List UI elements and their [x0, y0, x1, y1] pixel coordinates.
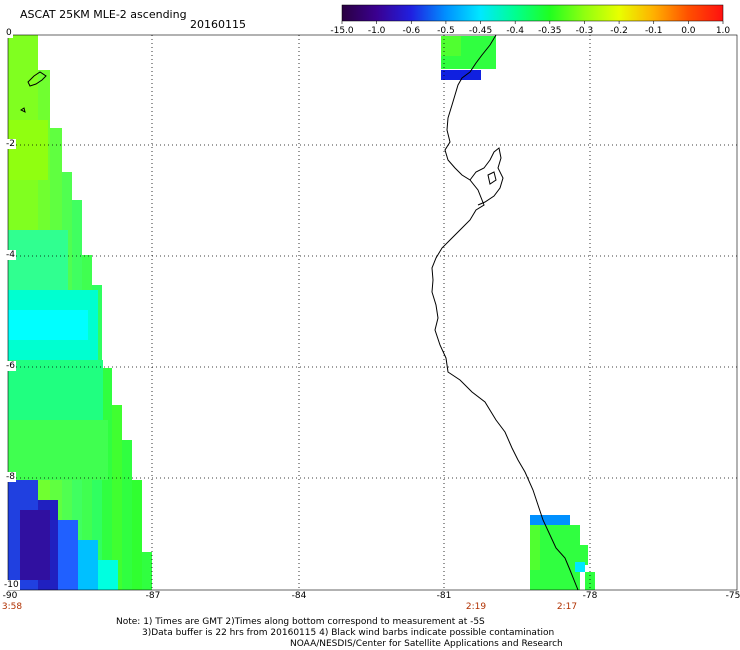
galapagos-island — [27, 71, 47, 87]
lat-label: -4 — [5, 250, 16, 260]
pass-time: 2:19 — [465, 602, 487, 612]
map-frame — [7, 34, 738, 591]
map-date: 20160115 — [190, 18, 246, 31]
colorbar-gradient — [341, 4, 724, 22]
lat-label: -10 — [3, 580, 20, 590]
colorbar-label: 0.0 — [681, 26, 696, 36]
lon-label: -75 — [725, 591, 740, 601]
lon-label: -78 — [582, 591, 598, 601]
coastline — [431, 34, 579, 591]
colorbar-label: -0.1 — [644, 26, 663, 36]
colorbar-label: -15.0 — [330, 26, 354, 36]
lon-label: -87 — [145, 591, 161, 601]
grid — [8, 35, 737, 590]
colorbar-label: -0.35 — [538, 26, 562, 36]
colorbar-label: -0.3 — [575, 26, 594, 36]
note-line-2: 3)Data buffer is 22 hrs from 20160115 4)… — [142, 628, 555, 638]
lon-label: -81 — [436, 591, 452, 601]
colorbar — [341, 4, 724, 24]
lat-label: 0 — [5, 28, 13, 38]
swath-east-top — [441, 36, 496, 80]
colorbar-label: -1.0 — [367, 26, 386, 36]
colorbar-label: 1.0 — [715, 26, 731, 36]
colorbar-label: -0.4 — [506, 26, 524, 36]
lon-label: -90 — [2, 591, 18, 601]
note-line-1: Note: 1) Times are GMT 2)Times along bot… — [116, 617, 485, 627]
colorbar-label: -0.5 — [437, 26, 455, 36]
lon-label: -84 — [291, 591, 307, 601]
map-title: ASCAT 25KM MLE-2 ascending — [20, 8, 187, 21]
colorbar-label: -0.6 — [402, 26, 421, 36]
colorbar-label: -0.45 — [468, 26, 493, 36]
swath-east-bottom — [530, 515, 595, 590]
colorbar-label: -0.2 — [610, 26, 628, 36]
lat-label: -2 — [5, 139, 16, 149]
pass-time: 3:58 — [1, 602, 23, 612]
lat-label: -8 — [5, 472, 16, 482]
swath-west — [8, 35, 152, 590]
galapagos-islet — [20, 107, 26, 113]
gulf-of-guayaquil — [469, 147, 504, 206]
puna-island — [487, 171, 497, 185]
pass-time: 2:17 — [556, 602, 578, 612]
lat-label: -6 — [5, 361, 16, 371]
note-line-3: NOAA/NESDIS/Center for Satellite Applica… — [290, 639, 563, 649]
